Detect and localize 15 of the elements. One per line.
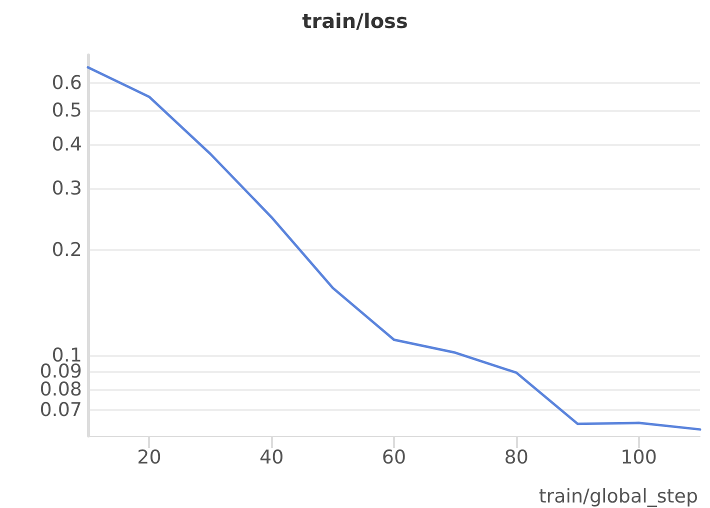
y-tick-label: 0.08 xyxy=(40,378,82,401)
line-series xyxy=(86,66,702,431)
y-tick-label: 0.4 xyxy=(52,134,82,156)
y-tick-label: 0.5 xyxy=(52,100,82,122)
x-tick-label: 40 xyxy=(260,446,284,468)
y-tick-label: 0.07 xyxy=(40,398,82,421)
x-tick-label: 60 xyxy=(382,446,406,468)
x-tick-label: 80 xyxy=(504,446,528,468)
y-tick-label: 0.2 xyxy=(52,239,82,262)
y-tick-label: 0.6 xyxy=(52,72,82,94)
chart-title: train/loss xyxy=(302,9,408,33)
x-tick-label: 100 xyxy=(620,446,657,468)
y-tick-label: 0.3 xyxy=(52,177,82,200)
x-axis-title: train/global_step xyxy=(538,486,698,508)
x-tick-label: 20 xyxy=(137,446,162,468)
